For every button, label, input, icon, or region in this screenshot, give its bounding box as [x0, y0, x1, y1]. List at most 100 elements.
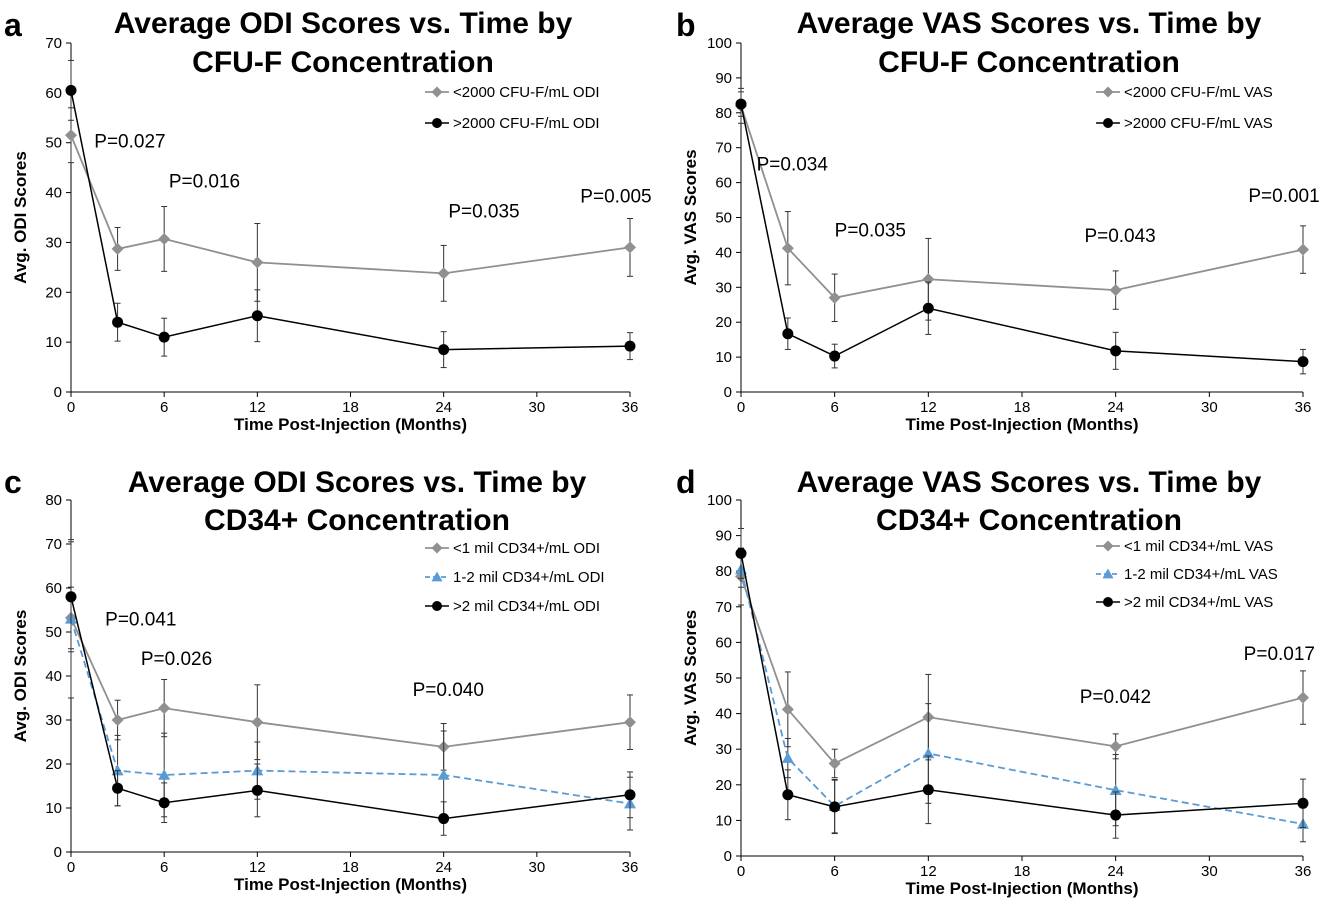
- series-line: [70, 90, 631, 351]
- y-tick-label: 60: [45, 85, 62, 102]
- y-tick-label: 30: [45, 234, 62, 251]
- data-point: [65, 591, 77, 603]
- legend-entry: 1-2 mil CD34+/mL ODI: [453, 569, 605, 586]
- panel-letter-a: a: [4, 7, 22, 43]
- p-value-annotation: P=0.005: [580, 187, 651, 208]
- chart-title-line-2: CFU-F Concentration: [878, 46, 1180, 79]
- legend-entry: <1 mil CD34+/mL ODI: [453, 540, 600, 557]
- p-value-annotation: P=0.017: [1244, 644, 1315, 665]
- y-axis-label: Avg. VAS Scores: [681, 610, 700, 746]
- y-tick-label: 10: [715, 812, 732, 829]
- panel-c: c Average ODI Scores vs. Time by CD34+ C…: [4, 464, 638, 894]
- y-tick-label: 0: [724, 384, 732, 401]
- x-tick-label: 12: [249, 859, 266, 876]
- x-tick-label: 6: [160, 399, 168, 416]
- y-tick-label: 40: [45, 668, 62, 685]
- legend-marker: [432, 601, 442, 611]
- data-point: [65, 84, 77, 96]
- x-tick-label: 36: [622, 399, 639, 416]
- y-tick-label: 70: [45, 536, 62, 553]
- x-tick-label: 18: [1014, 863, 1031, 880]
- y-tick-label: 10: [45, 334, 62, 351]
- data-point: [782, 328, 794, 340]
- data-point: [735, 547, 747, 559]
- x-tick-label: 30: [1201, 399, 1218, 416]
- p-value-annotation: P=0.043: [1084, 226, 1155, 247]
- data-point: [251, 256, 264, 269]
- data-point: [781, 703, 794, 716]
- x-axis-label: Time Post-Injection (Months): [906, 415, 1139, 434]
- x-tick-label: 36: [1295, 399, 1312, 416]
- data-point: [1109, 740, 1122, 753]
- series-line: [740, 576, 1304, 765]
- x-axis-label: Time Post-Injection (Months): [906, 879, 1139, 898]
- y-tick-label: 40: [45, 185, 62, 202]
- data-point: [158, 702, 171, 715]
- legend: <1 mil CD34+/mL ODI 1-2 mil CD34+/mL ODI >…: [425, 540, 605, 615]
- chart-title-line-1: Average VAS Scores vs. Time by: [797, 466, 1262, 499]
- y-tick-label: 70: [45, 35, 62, 52]
- legend-entry: <1 mil CD34+/mL VAS: [1124, 538, 1273, 555]
- x-tick-label: 12: [920, 399, 937, 416]
- y-tick-label: 60: [715, 634, 732, 651]
- data-point: [624, 716, 636, 729]
- panel-a: a Average ODI Scores vs. Time by CFU-F C…: [4, 7, 652, 434]
- data-point: [1297, 797, 1309, 809]
- y-tick-label: 90: [715, 70, 732, 87]
- legend: <2000 CFU-F/mL VAS >2000 CFU-F/mL VAS: [1096, 84, 1273, 132]
- x-tick-label: 30: [528, 399, 545, 416]
- legend-entry: >2000 CFU-F/mL VAS: [1124, 115, 1273, 132]
- y-tick-label: 80: [45, 492, 62, 509]
- panel-b: b Average VAS Scores vs. Time by CFU-F C…: [676, 7, 1320, 434]
- y-tick-label: 100: [707, 492, 732, 509]
- legend-marker: [431, 571, 443, 582]
- y-tick-label: 50: [715, 670, 732, 687]
- data-point: [111, 714, 124, 726]
- y-tick-label: 20: [715, 777, 732, 794]
- chart-title-line-2: CD34+ Concentration: [876, 504, 1182, 537]
- x-tick-label: 24: [1107, 399, 1124, 416]
- data-point: [1110, 345, 1122, 357]
- y-tick-label: 20: [715, 314, 732, 331]
- x-tick-label: 18: [1014, 399, 1031, 416]
- chart-title-line-2: CD34+ Concentration: [204, 504, 510, 537]
- data-point: [158, 331, 170, 343]
- plot-area-d: 0 10 20 30 40 50 60 70 80 90 100 0 6 12 18 24 30 36 Time P…: [681, 492, 1315, 898]
- x-tick-label: 30: [1201, 863, 1218, 880]
- plot-area-a: 0 10 20 30 40 50 60 70 0 6 12 18 24 30 36 Time Post-Inj…: [11, 35, 652, 434]
- y-tick-label: 10: [45, 800, 62, 817]
- p-value-annotation: P=0.027: [94, 132, 165, 153]
- series: [735, 527, 1309, 839]
- data-point: [922, 302, 934, 314]
- x-tick-label: 18: [342, 859, 359, 876]
- x-tick-label: 6: [830, 399, 838, 416]
- legend-entry: <2000 CFU-F/mL ODI: [453, 84, 600, 101]
- series-line: [740, 103, 1304, 363]
- legend-marker: [1102, 86, 1114, 98]
- x-axis-label: Time Post-Injection (Months): [234, 875, 467, 894]
- data-point: [437, 769, 450, 780]
- plot-area-c: 0 10 20 30 40 50 60 70 80 0 6 12 18 24 30 36 Time Post-I…: [11, 492, 638, 894]
- x-tick-label: 30: [528, 859, 545, 876]
- x-tick-label: 18: [342, 399, 359, 416]
- y-tick-label: 10: [715, 349, 732, 366]
- data-point: [251, 784, 263, 796]
- y-axis-label: Avg. VAS Scores: [681, 149, 700, 285]
- data-point: [782, 789, 794, 801]
- chart-title-line-1: Average VAS Scores vs. Time by: [797, 7, 1262, 40]
- data-point: [251, 716, 264, 729]
- y-tick-label: 80: [715, 105, 732, 122]
- data-point: [158, 769, 171, 780]
- plot-area-b: 0 10 20 30 40 50 60 70 80 90 100 0 6 12 18 24 30 36 Time P…: [681, 35, 1320, 434]
- y-tick-label: 100: [707, 35, 732, 52]
- legend-marker: [432, 118, 442, 128]
- y-axis-label: Avg. ODI Scores: [11, 151, 30, 284]
- y-tick-label: 50: [715, 210, 732, 227]
- panel-letter-c: c: [4, 464, 22, 500]
- data-point: [624, 340, 636, 352]
- data-point: [111, 242, 124, 255]
- x-tick-label: 36: [1295, 863, 1312, 880]
- data-point: [922, 784, 934, 796]
- x-tick-label: 12: [249, 399, 266, 416]
- y-tick-label: 60: [45, 580, 62, 597]
